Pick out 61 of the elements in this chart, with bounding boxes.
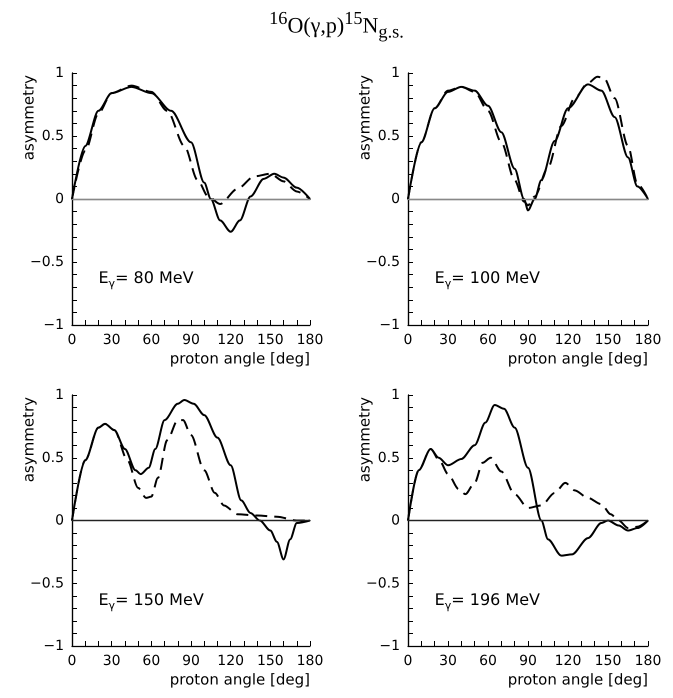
x-axis-title: proton angle [deg] bbox=[508, 670, 648, 688]
y-tick-label: −1 bbox=[43, 317, 64, 333]
y-tick-label: 0.5 bbox=[378, 128, 400, 144]
x-tick-label: 60 bbox=[479, 653, 497, 669]
x-tick-label: 90 bbox=[519, 332, 537, 348]
x-tick-label: 120 bbox=[554, 332, 582, 348]
y-tick-label: 1 bbox=[55, 387, 64, 403]
x-tick-label: 0 bbox=[404, 332, 412, 348]
y-axis-title: asymmetry bbox=[356, 396, 374, 482]
y-tick-label: −1 bbox=[379, 638, 400, 654]
annotation: E$_{γ}$= 150 MeV bbox=[98, 590, 204, 612]
y-tick-label: 0.5 bbox=[42, 450, 64, 466]
x-tick-label: 180 bbox=[296, 332, 324, 348]
x-tick-label: 150 bbox=[256, 332, 284, 348]
x-axis-title: proton angle [deg] bbox=[170, 670, 310, 688]
y-tick-label: 1 bbox=[391, 387, 400, 403]
x-tick-label: 30 bbox=[102, 653, 121, 669]
x-tick-label: 60 bbox=[479, 332, 497, 348]
y-axis-title: asymmetry bbox=[20, 396, 38, 482]
x-tick-label: 90 bbox=[182, 332, 200, 348]
x-tick-label: 180 bbox=[296, 653, 324, 669]
y-tick-label: 0 bbox=[391, 512, 400, 528]
x-tick-label: 60 bbox=[142, 653, 160, 669]
chart-title: $^{16}$O(γ,p)$^{15}$N$_{g.s.}$ bbox=[268, 8, 405, 43]
x-tick-label: 60 bbox=[142, 332, 160, 348]
x-axis-title: proton angle [deg] bbox=[508, 350, 648, 368]
x-tick-label: 0 bbox=[68, 653, 76, 669]
y-tick-label: 0.5 bbox=[378, 450, 400, 466]
x-tick-label: 120 bbox=[554, 653, 582, 669]
y-tick-label: −1 bbox=[43, 638, 64, 654]
x-tick-label: 180 bbox=[634, 332, 662, 348]
x-tick-label: 90 bbox=[519, 653, 537, 669]
y-tick-label: −0.5 bbox=[30, 575, 64, 592]
y-axis-title: asymmetry bbox=[356, 74, 374, 160]
y-tick-label: 1 bbox=[55, 65, 64, 81]
y-tick-label: 0.5 bbox=[42, 128, 64, 144]
x-tick-label: 0 bbox=[404, 653, 412, 669]
x-tick-label: 180 bbox=[634, 653, 662, 669]
x-tick-label: 90 bbox=[182, 653, 200, 669]
x-tick-label: 150 bbox=[594, 332, 622, 348]
y-tick-label: −0.5 bbox=[30, 254, 64, 270]
x-tick-label: 150 bbox=[256, 653, 284, 669]
x-tick-label: 30 bbox=[439, 332, 457, 348]
annotation: E$_{γ}$= 196 MeV bbox=[434, 590, 540, 612]
x-tick-label: 0 bbox=[68, 332, 76, 348]
x-axis-title: proton angle [deg] bbox=[170, 350, 310, 368]
y-tick-label: −0.5 bbox=[366, 575, 400, 592]
y-tick-label: −0.5 bbox=[366, 254, 400, 270]
y-axis-title: asymmetry bbox=[20, 74, 38, 160]
y-tick-label: −1 bbox=[379, 317, 400, 333]
annotation: E$_{γ}$= 100 MeV bbox=[434, 268, 540, 290]
x-tick-label: 30 bbox=[102, 332, 121, 348]
x-tick-label: 120 bbox=[217, 332, 244, 348]
x-tick-label: 120 bbox=[217, 653, 244, 669]
x-tick-label: 30 bbox=[439, 653, 457, 669]
y-tick-label: 0 bbox=[391, 191, 400, 207]
y-tick-label: 0 bbox=[55, 191, 64, 207]
y-tick-label: 0 bbox=[55, 512, 64, 528]
x-tick-label: 150 bbox=[594, 653, 622, 669]
y-tick-label: 1 bbox=[391, 65, 400, 81]
annotation: E$_{γ}$= 80 MeV bbox=[98, 268, 194, 290]
